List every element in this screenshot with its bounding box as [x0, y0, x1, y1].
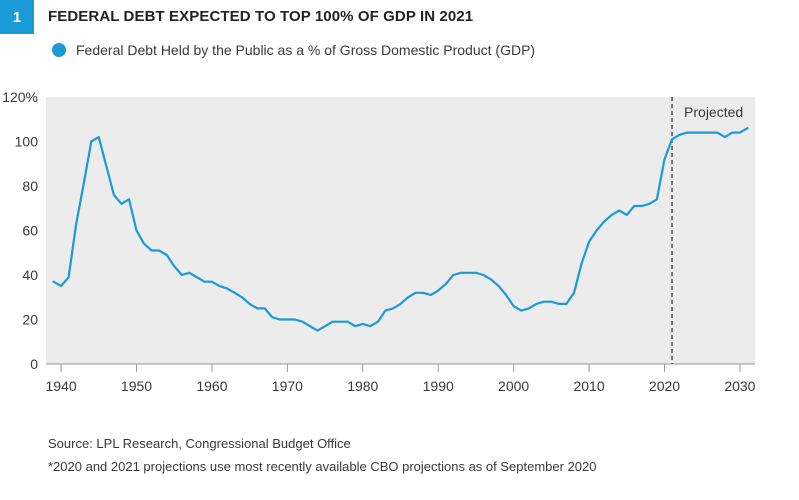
- y-tick-label: 100: [15, 134, 39, 150]
- x-tick-label: 2030: [724, 378, 755, 394]
- series-line-federal-debt: [52, 127, 749, 332]
- y-tick-label: 40: [22, 267, 38, 283]
- projected-label: Projected: [684, 104, 743, 120]
- x-tick-label: 1940: [46, 378, 77, 394]
- legend: Federal Debt Held by the Public as a % o…: [52, 42, 535, 58]
- chart-title: FEDERAL DEBT EXPECTED TO TOP 100% OF GDP…: [48, 8, 474, 25]
- figure-number-badge: 1: [0, 0, 34, 34]
- x-tick-label: 2020: [649, 378, 680, 394]
- x-tick-label: 1990: [423, 378, 454, 394]
- y-tick-label: 0: [30, 356, 38, 372]
- footnote: *2020 and 2021 projections use most rece…: [48, 459, 597, 474]
- x-tick-label: 1960: [196, 378, 227, 394]
- x-tick-label: 1950: [121, 378, 152, 394]
- legend-marker-icon: [52, 43, 66, 57]
- y-tick-label: 20: [22, 312, 38, 328]
- x-tick-label: 1980: [347, 378, 378, 394]
- x-tick-label: 2000: [498, 378, 529, 394]
- plot-area: [46, 97, 755, 364]
- source-note: Source: LPL Research, Congressional Budg…: [48, 436, 351, 451]
- x-tick-label: 2010: [573, 378, 604, 394]
- y-tick-label: 60: [22, 223, 38, 239]
- legend-label: Federal Debt Held by the Public as a % o…: [76, 42, 536, 58]
- y-tick-label: 80: [22, 178, 38, 194]
- line-chart: 0 20 40 60 80 100 120% 1940 1950 1960 1970 1980 1990…: [2, 89, 756, 394]
- y-tick-label: 120%: [2, 89, 38, 105]
- x-tick-label: 1970: [272, 378, 303, 394]
